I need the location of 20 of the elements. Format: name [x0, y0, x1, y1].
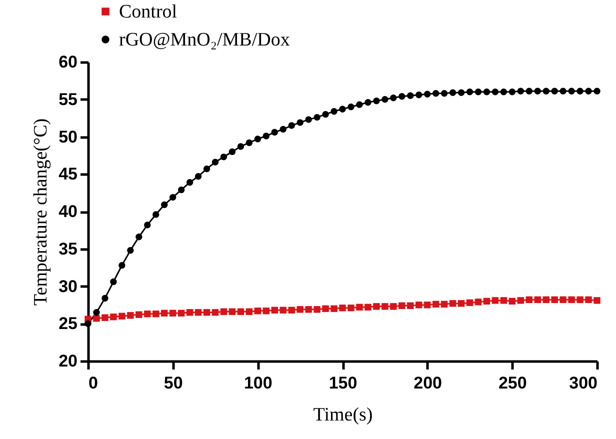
y-tick-label: 50 — [58, 127, 78, 146]
y-tick-label: 40 — [58, 202, 78, 221]
legend-label: rGO@MnO₂/MB/Dox — [119, 30, 290, 50]
x-tick-label: 200 — [414, 374, 442, 392]
x-tick-label: 300 — [569, 374, 598, 392]
y-tick-label: 35 — [58, 239, 78, 258]
y-tick-label: 25 — [58, 314, 78, 334]
x-tick-label: 0 — [88, 374, 98, 392]
x-tick-label: 100 — [244, 374, 272, 392]
x-axis-title: Time(s) — [313, 404, 373, 426]
y-tick-label: 30 — [58, 276, 78, 296]
y-tick-label: 55 — [58, 90, 78, 109]
y-tick-label: 20 — [58, 352, 78, 370]
y-axis-title: Temperature change(°C) — [30, 118, 52, 306]
x-tick-label: 150 — [328, 374, 358, 392]
x-tick-label: 250 — [498, 374, 527, 392]
y-tick-label: 60 — [58, 52, 78, 72]
y-tick-label: 45 — [58, 164, 78, 184]
legend-label: Control — [119, 2, 178, 22]
x-tick-label: 50 — [164, 374, 183, 392]
